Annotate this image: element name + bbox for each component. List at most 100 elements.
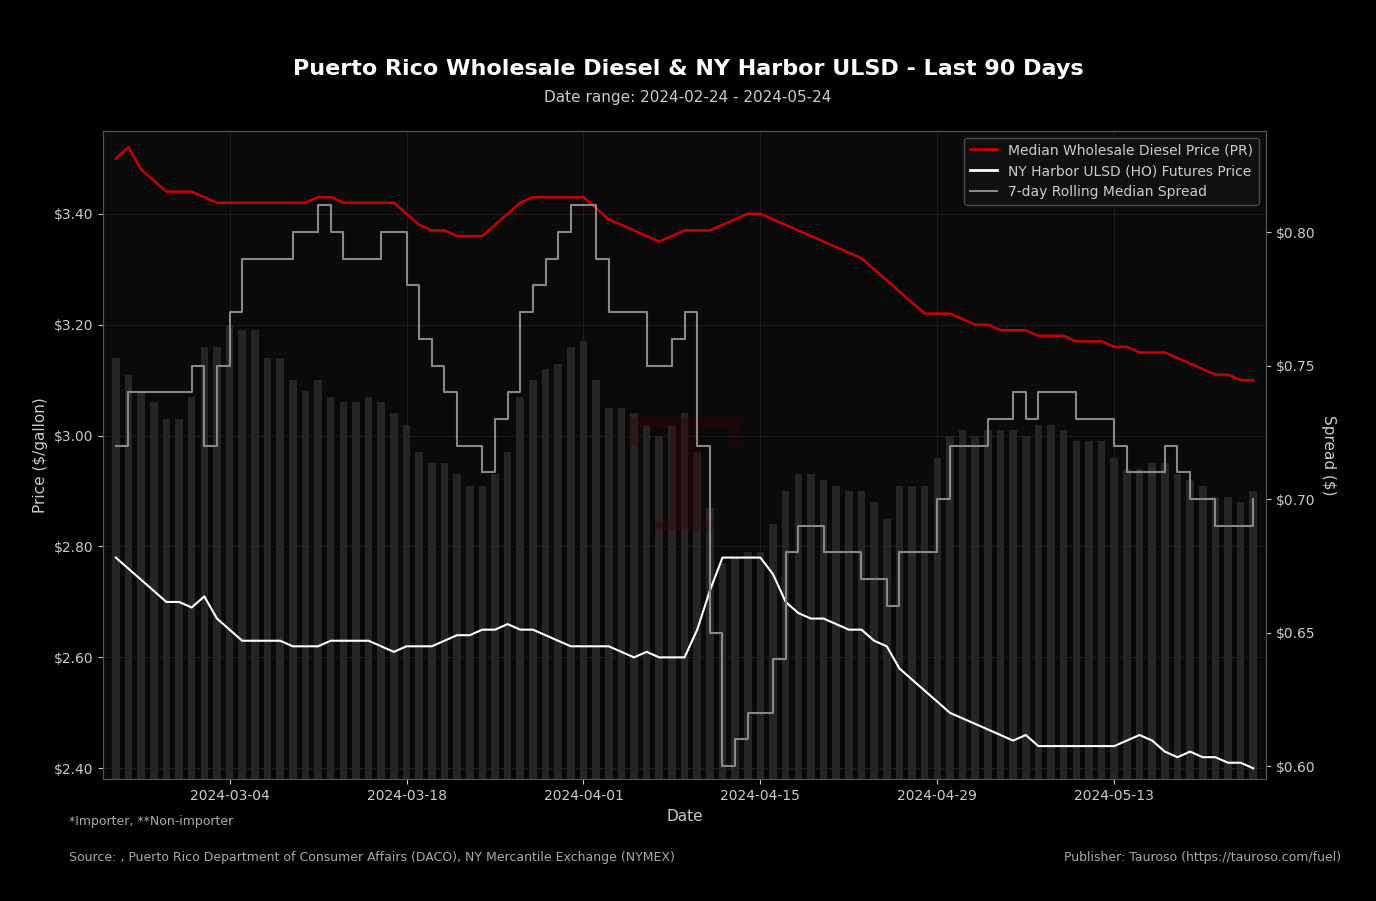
Bar xyxy=(1174,475,1181,779)
Bar xyxy=(794,475,802,779)
Bar xyxy=(883,519,890,779)
Text: T: T xyxy=(627,413,742,562)
Bar xyxy=(226,324,234,779)
Bar xyxy=(971,435,980,779)
Bar xyxy=(1010,430,1017,779)
Bar xyxy=(1072,441,1080,779)
Bar xyxy=(694,452,700,779)
Y-axis label: Spread ($): Spread ($) xyxy=(1321,414,1336,496)
Bar xyxy=(1161,463,1168,779)
Bar xyxy=(618,408,625,779)
Bar xyxy=(782,491,790,779)
Y-axis label: Price ($/gallon): Price ($/gallon) xyxy=(33,397,48,513)
Bar xyxy=(718,563,727,779)
Bar xyxy=(1098,441,1105,779)
Bar xyxy=(440,463,449,779)
Bar xyxy=(377,403,385,779)
Bar xyxy=(933,458,941,779)
Bar xyxy=(845,491,853,779)
Text: Publisher: Tauroso (https://tauroso.com/fuel): Publisher: Tauroso (https://tauroso.com/… xyxy=(1065,851,1342,864)
Bar xyxy=(871,502,878,779)
Bar xyxy=(162,419,171,779)
Bar xyxy=(579,341,588,779)
Bar xyxy=(289,380,297,779)
Bar xyxy=(1225,496,1232,779)
X-axis label: Date: Date xyxy=(666,808,703,824)
Bar xyxy=(832,486,839,779)
Bar xyxy=(681,414,688,779)
Bar xyxy=(238,331,246,779)
Bar xyxy=(1123,469,1131,779)
Bar xyxy=(896,486,903,779)
Bar xyxy=(542,369,549,779)
Bar xyxy=(389,414,398,779)
Bar xyxy=(984,430,992,779)
Bar xyxy=(453,475,461,779)
Bar xyxy=(125,375,132,779)
Bar xyxy=(213,347,220,779)
Bar xyxy=(327,396,334,779)
Bar xyxy=(314,380,322,779)
Bar xyxy=(150,403,157,779)
Bar xyxy=(250,331,259,779)
Bar xyxy=(706,507,714,779)
Bar xyxy=(1212,496,1219,779)
Bar xyxy=(428,463,436,779)
Bar xyxy=(365,396,373,779)
Bar xyxy=(1047,424,1055,779)
Bar xyxy=(479,486,486,779)
Bar xyxy=(1237,502,1244,779)
Bar xyxy=(567,347,575,779)
Bar xyxy=(1086,441,1093,779)
Bar xyxy=(1198,486,1207,779)
Bar xyxy=(908,486,916,779)
Bar xyxy=(1110,458,1119,779)
Bar xyxy=(744,552,751,779)
Legend: Median Wholesale Diesel Price (PR), NY Harbor ULSD (HO) Futures Price, 7-day Rol: Median Wholesale Diesel Price (PR), NY H… xyxy=(965,138,1259,205)
Bar xyxy=(630,414,638,779)
Text: Date range: 2024-02-24 - 2024-05-24: Date range: 2024-02-24 - 2024-05-24 xyxy=(545,90,831,105)
Bar xyxy=(1060,430,1068,779)
Bar xyxy=(530,380,537,779)
Bar xyxy=(301,391,310,779)
Bar xyxy=(731,558,739,779)
Bar xyxy=(1022,435,1029,779)
Bar xyxy=(996,430,1004,779)
Bar xyxy=(1035,424,1042,779)
Bar xyxy=(111,358,120,779)
Text: *Importer, **Non-importer: *Importer, **Non-importer xyxy=(69,815,233,828)
Bar xyxy=(1135,469,1143,779)
Bar xyxy=(175,419,183,779)
Text: Puerto Rico Wholesale Diesel & NY Harbor ULSD - Last 90 Days: Puerto Rico Wholesale Diesel & NY Harbor… xyxy=(293,59,1083,78)
Bar xyxy=(820,480,827,779)
Bar xyxy=(959,430,966,779)
Bar xyxy=(403,424,410,779)
Bar xyxy=(1249,491,1258,779)
Bar xyxy=(516,396,524,779)
Bar xyxy=(491,475,498,779)
Text: Source: , Puerto Rico Department of Consumer Affairs (DACO), NY Mercantile Excha: Source: , Puerto Rico Department of Cons… xyxy=(69,851,674,864)
Bar xyxy=(555,363,561,779)
Bar xyxy=(352,403,359,779)
Bar xyxy=(277,358,283,779)
Bar xyxy=(189,396,195,779)
Bar xyxy=(1186,480,1194,779)
Bar xyxy=(416,452,422,779)
Bar xyxy=(808,475,815,779)
Bar xyxy=(264,358,271,779)
Bar xyxy=(592,380,600,779)
Bar xyxy=(669,424,676,779)
Bar xyxy=(643,424,651,779)
Bar xyxy=(605,408,612,779)
Bar xyxy=(201,347,208,779)
Bar xyxy=(138,391,144,779)
Bar xyxy=(504,452,512,779)
Bar xyxy=(857,491,866,779)
Bar xyxy=(340,403,347,779)
Bar xyxy=(757,552,764,779)
Bar xyxy=(655,435,663,779)
Bar xyxy=(921,486,929,779)
Bar xyxy=(466,486,473,779)
Bar xyxy=(1149,463,1156,779)
Bar xyxy=(947,435,954,779)
